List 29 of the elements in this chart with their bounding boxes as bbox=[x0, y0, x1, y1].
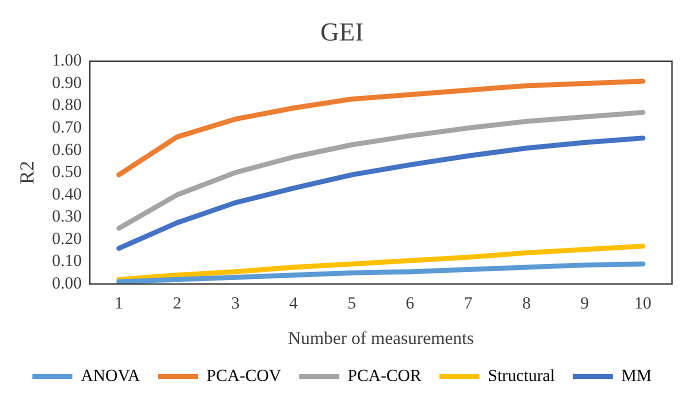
legend-label: PCA-COV bbox=[206, 366, 282, 385]
x-tick-label: 1 bbox=[114, 294, 124, 313]
y-axis-title: R2 bbox=[16, 160, 38, 184]
y-tick-label: 0.80 bbox=[52, 95, 82, 114]
y-tick-label: 0.30 bbox=[52, 206, 82, 226]
chart-title: GEI bbox=[320, 17, 364, 46]
legend-label: PCA-COR bbox=[348, 366, 422, 385]
y-tick-label: 0.00 bbox=[52, 273, 82, 292]
x-tick-label: 3 bbox=[231, 294, 240, 313]
y-tick-label: 0.50 bbox=[52, 162, 82, 182]
x-tick-label: 2 bbox=[172, 294, 182, 313]
y-tick-label: 0.70 bbox=[52, 118, 82, 137]
y-tick-label: 0.20 bbox=[52, 228, 82, 248]
x-tick-label: 8 bbox=[522, 294, 531, 313]
y-tick-label: 0.40 bbox=[52, 184, 82, 204]
legend-label: Structural bbox=[488, 366, 556, 385]
x-axis-title: Number of measurements bbox=[288, 328, 474, 348]
x-tick-label: 7 bbox=[464, 294, 473, 313]
legend-label: ANOVA bbox=[80, 366, 141, 385]
y-tick-label: 0.90 bbox=[52, 72, 82, 92]
x-tick-label: 4 bbox=[289, 294, 298, 313]
y-tick-label: 1.00 bbox=[52, 50, 82, 70]
x-tick-label: 9 bbox=[580, 294, 589, 313]
legend-label: MM bbox=[621, 366, 652, 385]
x-tick-label: 5 bbox=[348, 294, 356, 313]
y-tick-label: 0.10 bbox=[52, 251, 82, 270]
x-tick-label: 6 bbox=[406, 294, 414, 313]
x-tick-label: 10 bbox=[634, 294, 652, 313]
y-tick-label: 0.60 bbox=[52, 140, 82, 159]
